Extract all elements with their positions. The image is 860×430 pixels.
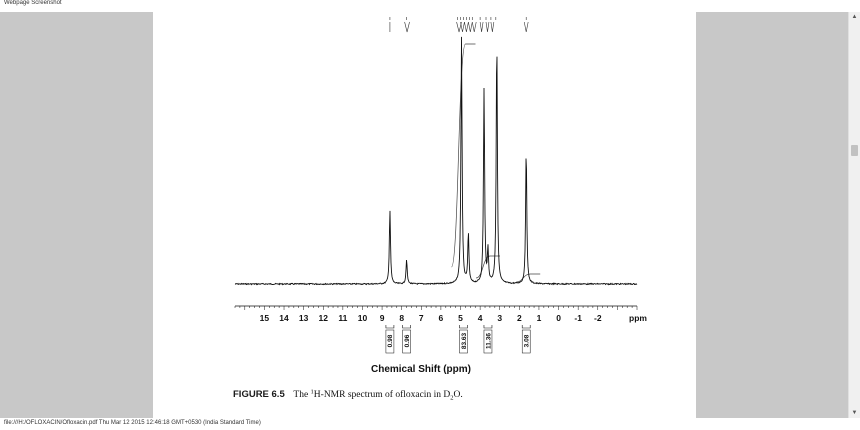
peak-mark-bracket xyxy=(464,21,469,33)
x-tick-label: 5 xyxy=(458,313,463,323)
print-header-title: Webpage Screenshot xyxy=(4,0,62,6)
x-tick-label: 12 xyxy=(319,313,329,323)
integral-value: 0.96 xyxy=(404,334,411,347)
x-axis: 15 14 13 12 11 10 9 8 7 6 5 4 3 2 1 0 -1 -2 ppm xyxy=(234,305,647,323)
print-footer-url: file:///H:/OFLOXACIN/Ofloxacin.pdf Thu M… xyxy=(4,420,261,426)
nmr-spectrum-chart: 15 14 13 12 11 10 9 8 7 6 5 4 3 2 1 0 -1 -2 ppm 0.98 0.96 83… xyxy=(233,17,647,402)
peak-mark-bracket xyxy=(479,21,484,33)
figure-caption: FIGURE 6.5 The 1H-NMR spectrum of ofloxa… xyxy=(233,389,463,402)
integral-bracket xyxy=(402,325,411,329)
peak-mark-bracket xyxy=(471,21,477,33)
x-tick-label: 4 xyxy=(478,313,483,323)
caption-text-after: O. xyxy=(453,390,462,400)
peak-mark-bracket xyxy=(490,21,495,33)
x-tick-label: 2 xyxy=(517,313,522,323)
x-tick-label: 8 xyxy=(399,313,404,323)
peak-mark-bracket xyxy=(485,21,490,33)
integral-value: 3.08 xyxy=(524,334,531,347)
integral-value: 11.36 xyxy=(485,333,492,349)
x-tick-label: 10 xyxy=(358,313,368,323)
integral-box xyxy=(459,329,468,354)
x-tick-label: -1 xyxy=(574,313,582,323)
x-tick-label: 6 xyxy=(439,313,444,323)
peak-mark-bracket xyxy=(404,21,410,33)
x-tick-label: 1 xyxy=(537,313,542,323)
scroll-down-icon[interactable]: ▼ xyxy=(851,410,858,416)
peak-mark-bracket xyxy=(460,21,465,33)
x-tick-label: -2 xyxy=(594,313,602,323)
scrollbar-thumb[interactable] xyxy=(851,145,858,156)
caption-subscript: 2 xyxy=(450,395,453,402)
figure-label: FIGURE 6.5 xyxy=(233,389,285,400)
integral-box xyxy=(385,329,395,354)
integral-curve xyxy=(451,43,476,268)
pdf-page: 15 14 13 12 11 10 9 8 7 6 5 4 3 2 1 0 -1 -2 ppm 0.98 0.96 83… xyxy=(153,12,696,418)
integral-curve xyxy=(516,273,541,283)
peak-mark-bracket xyxy=(456,21,462,33)
x-tick-label: 14 xyxy=(279,313,289,323)
peak-assignment-marks xyxy=(389,17,529,33)
x-tick-label: 0 xyxy=(556,313,561,323)
integral-box xyxy=(402,329,411,354)
x-axis-label: Chemical Shift (ppm) xyxy=(371,364,471,375)
integral-bracket xyxy=(483,325,493,329)
vertical-scrollbar[interactable]: ▲ ▼ xyxy=(848,12,860,418)
integral-curve xyxy=(475,255,501,279)
x-tick-label: 7 xyxy=(419,313,424,323)
pdf-viewer: 15 14 13 12 11 10 9 8 7 6 5 4 3 2 1 0 -1 -2 ppm 0.98 0.96 83… xyxy=(0,12,860,418)
spectrum-trace xyxy=(234,36,638,286)
x-tick-label: 11 xyxy=(338,313,347,323)
caption-superscript: 1 xyxy=(311,389,314,396)
integral-bracket xyxy=(385,325,395,329)
integral-curves xyxy=(451,43,541,283)
peak-mark-bracket xyxy=(523,21,529,33)
integral-value: 0.98 xyxy=(387,334,394,347)
x-tick-label: 13 xyxy=(299,313,309,323)
caption-text-middle: H-NMR spectrum of ofloxacin in D xyxy=(314,389,451,400)
integral-labels: 0.98 0.96 83.63 11.36 3.08 xyxy=(385,325,531,354)
integral-box xyxy=(483,329,493,354)
integral-bracket xyxy=(459,325,468,329)
x-unit-label: ppm xyxy=(629,313,647,323)
integral-value: 83.63 xyxy=(461,332,468,349)
scroll-up-icon[interactable]: ▲ xyxy=(851,14,858,20)
integral-box xyxy=(521,329,531,354)
x-tick-label: 9 xyxy=(380,313,385,323)
caption-text-before: The xyxy=(293,390,310,400)
x-tick-label: 3 xyxy=(497,313,502,323)
peak-mark-bracket xyxy=(468,21,473,33)
integral-bracket xyxy=(521,325,531,329)
x-tick-label: 15 xyxy=(260,313,270,323)
